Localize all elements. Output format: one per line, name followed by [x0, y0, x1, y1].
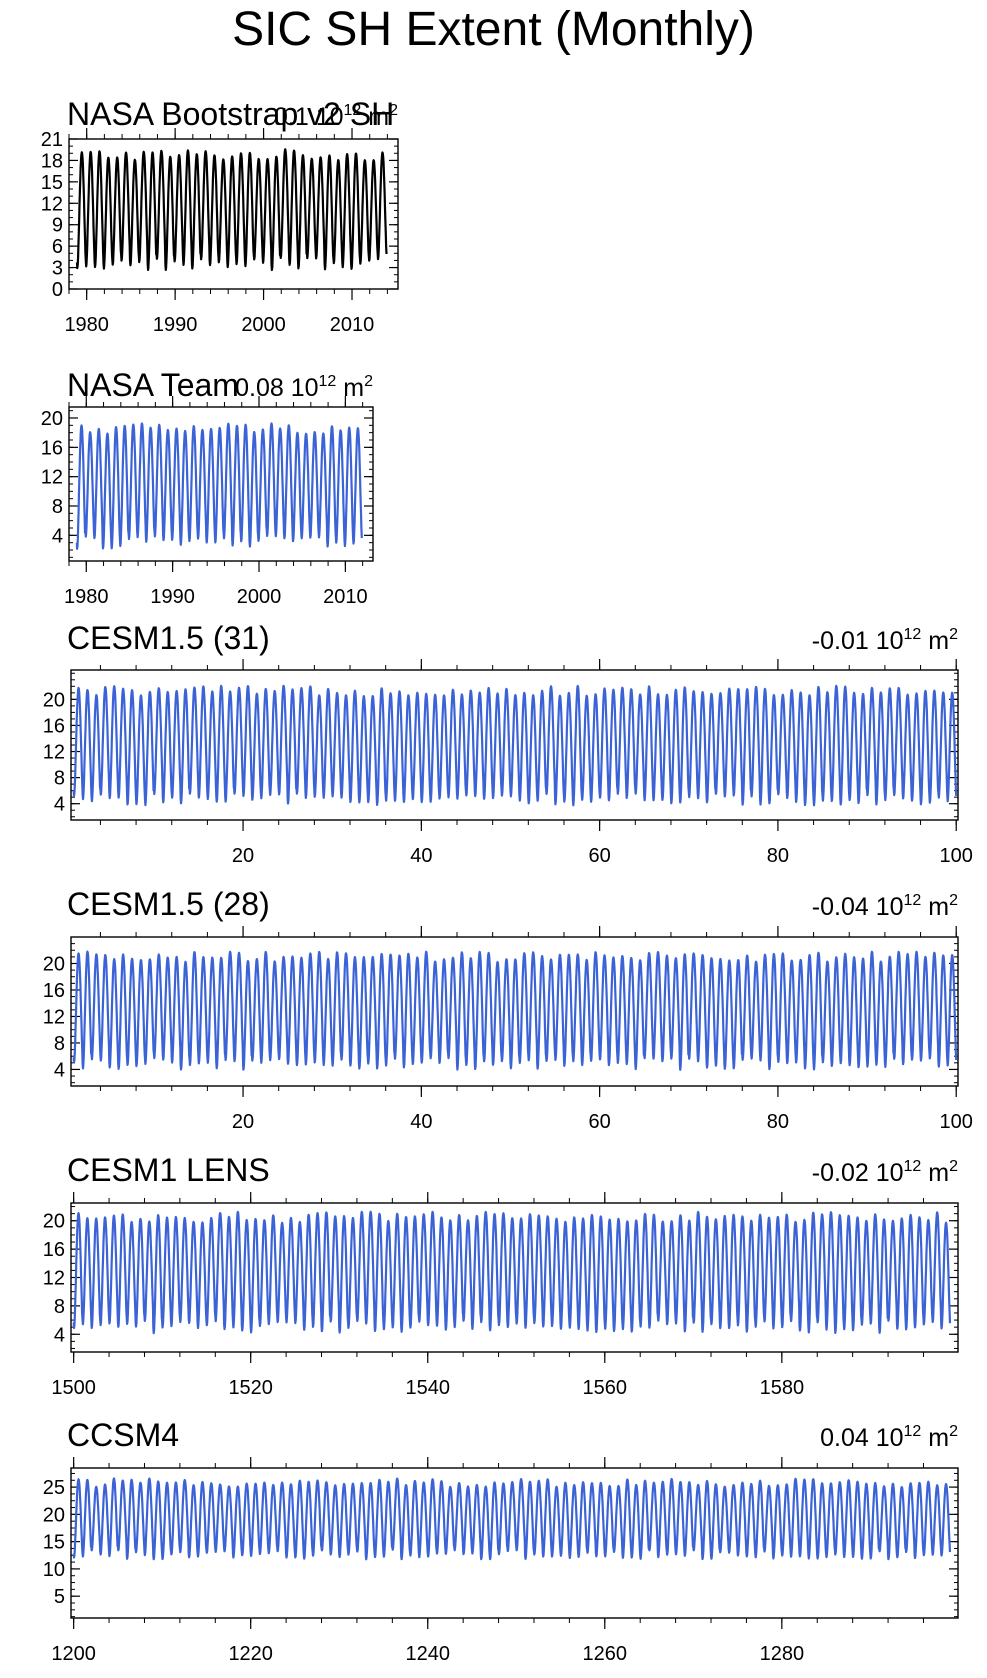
- y-tick-label: 12: [43, 742, 65, 764]
- y-tick-label: 8: [52, 496, 63, 518]
- y-tick-label: 12: [43, 1006, 65, 1028]
- trend-label: 0.1 1012 m2: [274, 102, 398, 131]
- y-tick-label: 6: [52, 236, 63, 258]
- y-tick-label: 5: [54, 1586, 65, 1608]
- trend-label: -0.02 1012 m2: [812, 1158, 958, 1187]
- y-tick-label: 16: [43, 715, 65, 737]
- x-tick-label: 80: [767, 1111, 789, 1133]
- y-tick-label: 4: [52, 525, 63, 547]
- panel-3: CESM1.5 (31) -0.01 1012 m2 4 8 12 16 20 20 40 60 8…: [43, 620, 973, 867]
- y-tick-label: 10: [43, 1559, 65, 1581]
- y-tick-label: 4: [54, 1059, 65, 1081]
- y-tick-label: 18: [41, 150, 63, 172]
- panel-title: CESM1.5 (31): [67, 620, 270, 656]
- panel-title: CESM1.5 (28): [67, 886, 270, 922]
- trend-label: 0.08 1012 m2: [235, 373, 373, 402]
- y-tick-label: 20: [41, 408, 63, 430]
- y-tick-label: 15: [41, 172, 63, 194]
- y-tick-label: 16: [43, 1239, 65, 1261]
- x-tick-label: 2010: [330, 314, 375, 336]
- panel-6: CCSM4 0.04 1012 m2 5 10 15 20 25 1200 1220 1240 12…: [43, 1417, 959, 1665]
- y-tick-label: 20: [43, 953, 65, 975]
- x-tick-label: 1990: [153, 314, 198, 336]
- x-tick-label: 1500: [51, 1377, 96, 1399]
- series-line: [72, 1477, 952, 1561]
- panel-title: NASA Bootstrap v2 SH: [67, 96, 394, 132]
- x-tick-label: 60: [589, 1111, 611, 1133]
- y-tick-label: 25: [43, 1477, 65, 1499]
- panel-4: CESM1.5 (28) -0.04 1012 m2 4 8 12 16 20 20 40 60 8…: [43, 886, 973, 1133]
- y-tick-label: 21: [41, 129, 63, 151]
- y-tick-label: 20: [43, 689, 65, 711]
- x-tick-label: 1280: [760, 1643, 805, 1665]
- y-tick-label: 8: [54, 1033, 65, 1055]
- panel-title: NASA Team: [67, 367, 239, 403]
- x-tick-label: 60: [589, 845, 611, 867]
- x-tick-label: 40: [410, 1111, 432, 1133]
- x-tick-label: 20: [232, 845, 254, 867]
- x-tick-label: 1980: [64, 314, 109, 336]
- panel-5: CESM1 LENS -0.02 1012 m2 4 8 12 16 20 1500 1520 1…: [43, 1152, 959, 1399]
- plot-frame: [70, 936, 959, 1087]
- x-tick-label: 1980: [64, 586, 109, 608]
- x-tick-label: 1540: [405, 1377, 450, 1399]
- y-tick-label: 16: [43, 980, 65, 1002]
- x-tick-label: 2010: [323, 586, 368, 608]
- y-tick-label: 8: [54, 768, 65, 790]
- y-tick-label: 0: [52, 279, 63, 301]
- x-tick-label: 1220: [228, 1643, 273, 1665]
- x-tick-label: 1520: [228, 1377, 273, 1399]
- x-tick-label: 1990: [150, 586, 195, 608]
- y-tick-label: 12: [43, 1268, 65, 1290]
- series-line: [75, 148, 388, 272]
- y-tick-label: 12: [41, 467, 63, 489]
- y-tick-label: 20: [43, 1211, 65, 1233]
- trend-label: -0.04 1012 m2: [812, 892, 958, 921]
- y-tick-label: 15: [43, 1532, 65, 1554]
- series-line: [72, 684, 958, 807]
- y-tick-label: 16: [41, 437, 63, 459]
- x-tick-label: 100: [940, 845, 973, 867]
- x-tick-label: 1240: [405, 1643, 450, 1665]
- x-tick-label: 80: [767, 845, 789, 867]
- y-tick-label: 20: [43, 1504, 65, 1526]
- x-tick-label: 100: [940, 1111, 973, 1133]
- x-tick-label: 2000: [237, 586, 282, 608]
- y-tick-label: 4: [54, 1324, 65, 1346]
- y-tick-label: 4: [54, 794, 65, 816]
- series-line: [72, 1210, 952, 1335]
- y-tick-label: 8: [54, 1296, 65, 1318]
- trend-label: 0.04 1012 m2: [820, 1423, 958, 1452]
- plot-frame: [68, 138, 399, 290]
- x-tick-label: 1580: [760, 1377, 805, 1399]
- x-tick-label: 40: [410, 845, 432, 867]
- panel-title: CCSM4: [67, 1417, 179, 1453]
- x-tick-label: 1200: [51, 1643, 96, 1665]
- x-tick-label: 1560: [583, 1377, 628, 1399]
- panel-1: NASA Bootstrap v2 SH0.1 1012 m2036912151…: [41, 96, 399, 336]
- x-tick-label: 2000: [241, 314, 286, 336]
- panel-title: CESM1 LENS: [67, 1152, 270, 1188]
- y-tick-label: 9: [52, 215, 63, 237]
- trend-label: -0.01 1012 m2: [812, 626, 958, 655]
- y-tick-label: 12: [41, 193, 63, 215]
- plot-frame: [70, 1467, 959, 1619]
- series-line: [72, 950, 958, 1071]
- y-tick-label: 3: [52, 258, 63, 280]
- x-tick-label: 20: [232, 1111, 254, 1133]
- series-line: [75, 422, 363, 550]
- x-tick-label: 1260: [583, 1643, 628, 1665]
- figure-title: SIC SH Extent (Monthly): [232, 3, 755, 56]
